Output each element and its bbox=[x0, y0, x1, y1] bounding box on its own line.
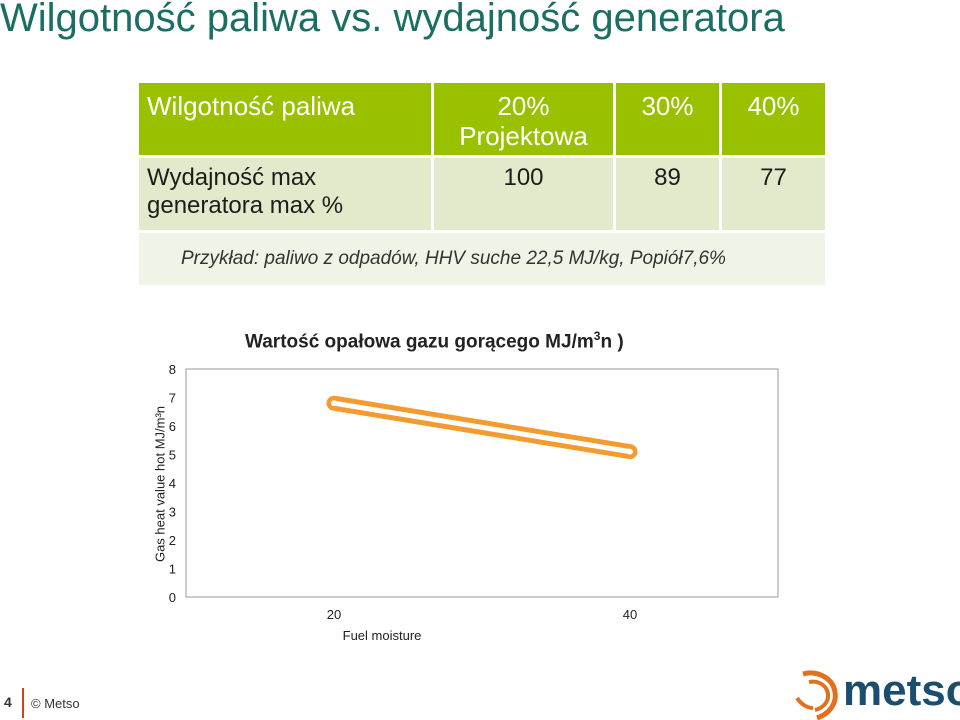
moisture-table: Wilgotność paliwa 20% Projektowa 30% 40%… bbox=[136, 80, 828, 288]
row-cell-100: 100 bbox=[431, 155, 616, 233]
metso-swirl-icon bbox=[795, 670, 838, 720]
series-line-outer bbox=[326, 395, 638, 460]
header-cell-30: 30% bbox=[613, 80, 722, 158]
header-cell-20: 20% Projektowa bbox=[431, 80, 616, 158]
y-tick-label: 7 bbox=[169, 391, 176, 406]
y-tick-label: 4 bbox=[169, 476, 176, 491]
metso-logo: metso bbox=[795, 666, 960, 720]
row-cell-89: 89 bbox=[613, 155, 722, 233]
plot-area-frame bbox=[185, 368, 779, 598]
data-point bbox=[331, 400, 337, 407]
header-cell-label: Wilgotność paliwa bbox=[136, 80, 434, 158]
y-tick-label: 6 bbox=[169, 419, 176, 434]
row-label-cell: Wydajność max generatora max % bbox=[136, 155, 434, 233]
row-cell-77: 77 bbox=[719, 155, 828, 233]
x-tick-label: 20 bbox=[327, 607, 341, 622]
footer-divider bbox=[22, 688, 24, 718]
chart-title: Wartość opałowa gazu gorącego MJ/m3n ) bbox=[245, 329, 624, 353]
y-axis-label: Gas heat value hot MJ/m³n bbox=[152, 405, 168, 563]
table-note: Przykład: paliwo z odpadów, HHV suche 22… bbox=[136, 230, 828, 288]
header-20-percent: 20% bbox=[497, 91, 550, 121]
header-projektowa: Projektowa bbox=[459, 121, 588, 151]
y-tick-label: 8 bbox=[169, 362, 176, 377]
row-label-line1: Wydajność max bbox=[147, 164, 317, 191]
table-row: Wydajność max generatora max % 100 89 77 bbox=[136, 155, 828, 233]
table-header-row: Wilgotność paliwa 20% Projektowa 30% 40% bbox=[136, 80, 828, 158]
data-point bbox=[627, 448, 633, 455]
metso-logo-text: metso bbox=[843, 666, 960, 715]
series-line-inner bbox=[331, 400, 633, 455]
y-tick-label: 3 bbox=[169, 505, 176, 520]
slide-title: Wilgotność paliwa vs. wydajność generato… bbox=[0, 0, 785, 40]
header-cell-40: 40% bbox=[719, 80, 828, 158]
y-tick-label: 0 bbox=[169, 590, 176, 605]
row-label-line2: generatora max % bbox=[147, 192, 344, 219]
table-note-row: Przykład: paliwo z odpadów, HHV suche 22… bbox=[136, 230, 828, 288]
x-axis-label: Fuel moisture bbox=[343, 628, 422, 643]
y-tick-label: 1 bbox=[169, 562, 176, 577]
footer-copyright: © Metso bbox=[31, 696, 80, 711]
page-number: 4 bbox=[4, 694, 12, 710]
y-tick-label: 2 bbox=[169, 533, 176, 548]
x-tick-label: 40 bbox=[623, 607, 637, 622]
y-tick-label: 5 bbox=[169, 448, 176, 463]
